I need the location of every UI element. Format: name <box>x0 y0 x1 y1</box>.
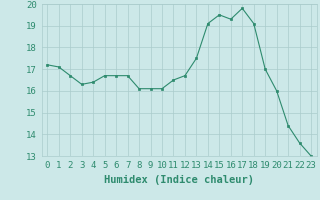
X-axis label: Humidex (Indice chaleur): Humidex (Indice chaleur) <box>104 175 254 185</box>
